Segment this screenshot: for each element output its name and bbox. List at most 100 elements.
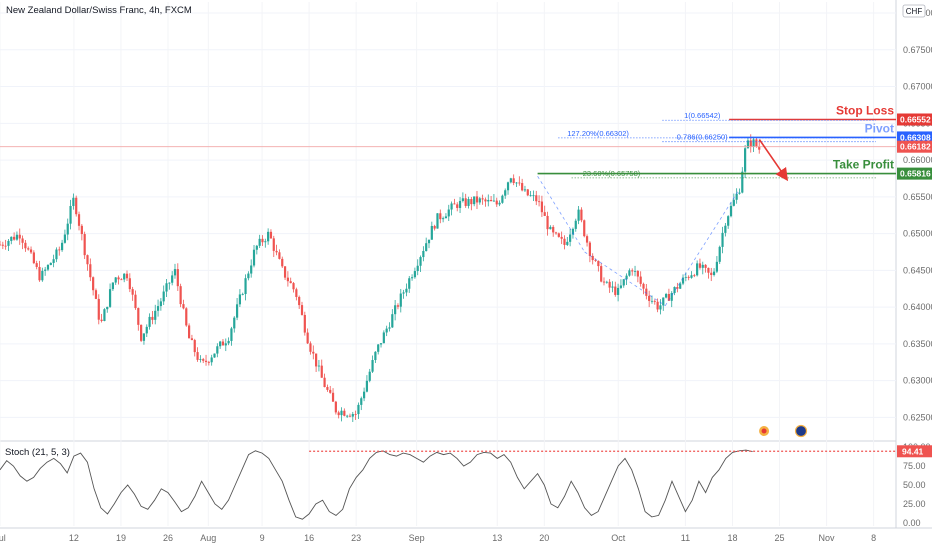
candle (362, 387, 366, 402)
candle (159, 298, 162, 311)
candle-body (650, 300, 654, 302)
candle (60, 239, 64, 252)
candle-body (450, 203, 453, 210)
candle-body (549, 226, 552, 230)
candle (388, 322, 391, 332)
candle (698, 258, 702, 270)
candle (207, 360, 210, 366)
candle-body (281, 258, 284, 267)
candle-body (526, 189, 529, 196)
candle-body (238, 294, 242, 305)
candle (309, 341, 312, 355)
candle-body (142, 333, 146, 341)
candle-body (648, 295, 651, 301)
candle (557, 232, 560, 238)
candle-body (489, 199, 493, 202)
candle (303, 311, 306, 336)
candle-body (320, 365, 323, 378)
candle (422, 246, 425, 262)
candle (360, 396, 363, 411)
candle (106, 306, 109, 313)
candle (583, 219, 586, 238)
candle (566, 236, 569, 246)
candle (86, 254, 89, 271)
candle (724, 222, 727, 237)
candle (320, 359, 323, 378)
candle-body (684, 276, 687, 278)
candle (664, 292, 668, 299)
candle (377, 344, 380, 355)
candle-body (501, 195, 504, 203)
candle-body (21, 238, 24, 243)
candle-body (735, 193, 738, 200)
candle (154, 304, 157, 325)
candle-body (532, 195, 535, 197)
candle (574, 218, 577, 232)
candle-body (165, 283, 168, 292)
candle-body (419, 257, 422, 266)
candle (600, 263, 603, 283)
candle (66, 218, 69, 241)
candle (453, 198, 456, 205)
candle (639, 271, 642, 287)
currency-badge[interactable]: CHF (902, 4, 926, 18)
candle-body (38, 266, 41, 281)
candle (117, 275, 120, 285)
candle (447, 204, 450, 222)
candle (7, 239, 10, 252)
candle (721, 226, 724, 254)
time-tick-label: 23 (351, 533, 361, 543)
candle-body (4, 245, 7, 247)
harmonic-pattern-line (584, 251, 666, 306)
candle (103, 308, 106, 322)
candle-body (625, 275, 628, 280)
candle (89, 258, 92, 282)
candle (219, 340, 222, 349)
candle (546, 211, 549, 236)
candle-body (509, 178, 512, 183)
candle (735, 188, 738, 204)
candle-body (123, 273, 126, 280)
candle (267, 228, 270, 245)
candle (272, 235, 275, 257)
candle-body (628, 270, 631, 276)
candle-body (492, 200, 496, 202)
candle (718, 245, 721, 265)
candle (416, 259, 419, 276)
time-tick-label: 9 (260, 533, 265, 543)
candle-body (504, 190, 507, 196)
candle-body (41, 270, 44, 281)
candle (142, 333, 146, 345)
candle (134, 290, 137, 310)
candle-body (704, 264, 707, 268)
candle (679, 281, 682, 290)
chart-title: New Zealand Dollar/Swiss Franc, 4h, FXCM (6, 5, 192, 16)
candle (552, 225, 555, 237)
level-name-label: Pivot (865, 121, 894, 135)
candle (151, 310, 154, 325)
candle-body (117, 277, 120, 280)
stoch-tick-label: 50.00 (903, 480, 926, 490)
candle (537, 195, 541, 207)
candle-body (563, 238, 566, 245)
candle-body (569, 234, 572, 242)
candle (515, 182, 518, 187)
candle-body (176, 269, 179, 287)
candle (10, 236, 13, 245)
candle (156, 299, 160, 317)
candle-body (535, 195, 538, 202)
candle-body (55, 249, 58, 260)
candle-body (656, 301, 659, 310)
currency-label: CHF (906, 7, 923, 16)
candle (252, 245, 256, 268)
candle-body (108, 289, 112, 307)
candle (727, 215, 730, 229)
event-icon[interactable] (794, 424, 808, 438)
candle-body (738, 192, 741, 194)
event-icon[interactable] (758, 425, 771, 437)
candle (419, 255, 422, 273)
